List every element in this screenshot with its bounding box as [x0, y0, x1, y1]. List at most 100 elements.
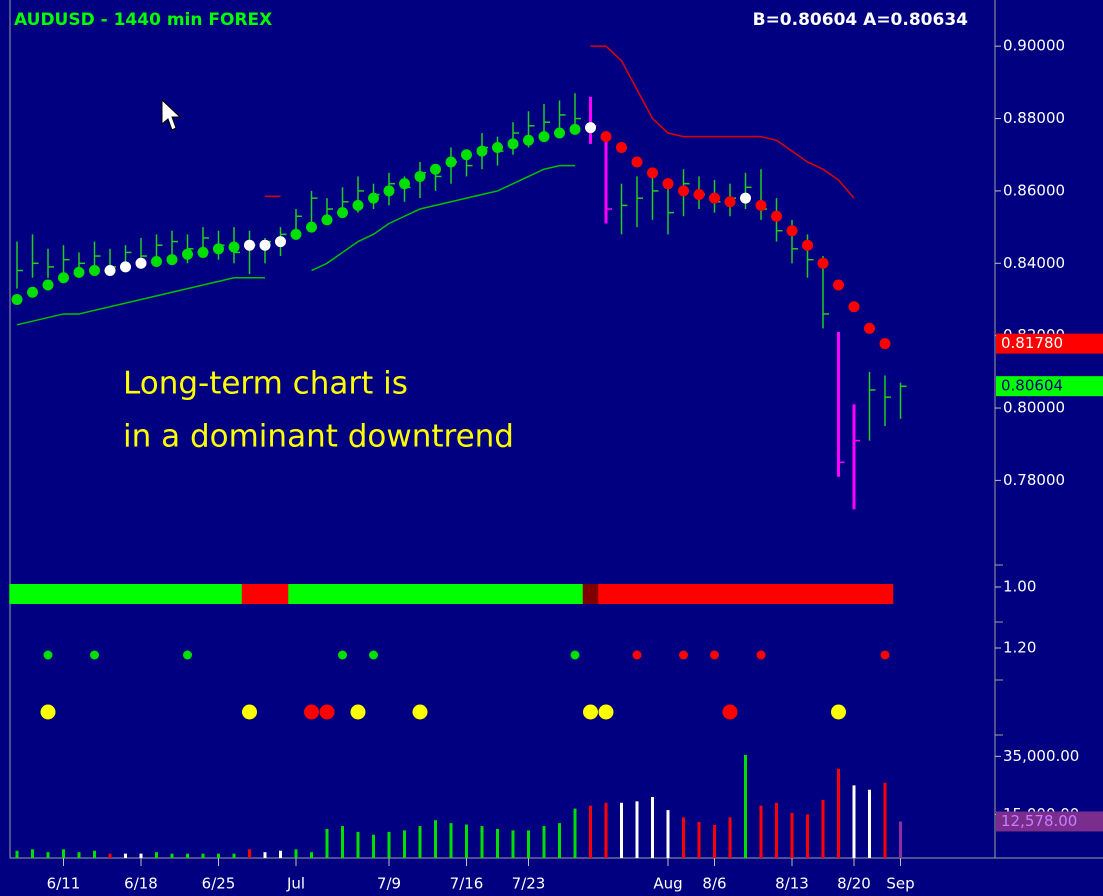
- volume-bar: [806, 814, 809, 858]
- signal-dot: [831, 704, 846, 720]
- trend-dot: [337, 207, 348, 219]
- volume-bar: [511, 830, 515, 858]
- volume-bar: [713, 824, 716, 858]
- x-tick-label: 7/16: [450, 875, 484, 893]
- trend-bar-segment: [474, 584, 491, 604]
- trend-bar-segment: [551, 584, 568, 604]
- trend-dot: [569, 123, 581, 135]
- trend-dot: [662, 178, 674, 190]
- volume-bar: [852, 785, 856, 858]
- trend-dot: [647, 167, 658, 179]
- trend-dot: [879, 338, 891, 350]
- trend-dot: [848, 301, 860, 313]
- volume-bar: [666, 810, 670, 858]
- trend-bar-segment: [24, 584, 41, 604]
- trend-bar-segment: [768, 584, 785, 604]
- volume-bar: [449, 823, 453, 858]
- trend-bar-segment: [582, 584, 599, 604]
- x-tick-label: 8/6: [702, 875, 726, 893]
- volume-bar: [217, 853, 220, 858]
- volume-bar: [62, 849, 65, 858]
- volume-bar: [15, 850, 19, 858]
- trend-dot: [755, 199, 767, 211]
- trend-dot: [275, 236, 286, 248]
- trend-bar-segment: [567, 584, 584, 604]
- volume-bar: [573, 808, 577, 858]
- volume-bar: [527, 830, 530, 858]
- volume-bar: [93, 850, 96, 858]
- trend-bar-segment: [319, 584, 336, 604]
- trend-dot: [445, 156, 457, 168]
- volume-bar: [372, 834, 375, 858]
- trend-bar-segment: [9, 584, 26, 604]
- volume-bar: [294, 849, 298, 858]
- volume-bar: [124, 853, 127, 858]
- trend-bar-segment: [505, 584, 522, 604]
- y-tick-label: 0.90000: [1003, 37, 1065, 55]
- trend-bar-segment: [877, 584, 894, 604]
- signal-dot: [632, 650, 642, 660]
- trend-bar-segment: [815, 584, 832, 604]
- trend-dot: [27, 286, 38, 298]
- volume-bar: [697, 821, 701, 858]
- signal-dot: [40, 704, 56, 720]
- volume-bar: [403, 830, 406, 858]
- price-label: 0.80604: [1001, 377, 1063, 395]
- trend-bar-segment: [443, 584, 460, 604]
- trend-bar-segment: [334, 584, 351, 604]
- y-tick-label: 0.86000: [1003, 181, 1065, 199]
- trend-dot: [802, 239, 813, 251]
- volume-bar: [759, 805, 763, 858]
- trend-bar-segment: [753, 584, 770, 604]
- trend-dot: [864, 322, 875, 334]
- volume-bar: [620, 802, 623, 858]
- trend-bar-segment: [427, 584, 444, 604]
- signal-dot: [319, 704, 335, 720]
- trend-bar-segment: [691, 584, 708, 604]
- trend-dot: [290, 228, 302, 240]
- volume-bar: [744, 754, 747, 858]
- y-tick-label: 35,000.00: [1003, 747, 1079, 765]
- trend-dot: [476, 145, 488, 157]
- volume-bar: [279, 850, 282, 858]
- trend-bar-segment: [784, 584, 801, 604]
- volume-bar: [542, 826, 546, 858]
- trend-dot: [631, 156, 643, 168]
- signal-dot: [598, 704, 614, 720]
- trend-dot: [461, 149, 472, 161]
- price-label-box: [996, 333, 1103, 354]
- volume-bar: [186, 853, 189, 858]
- trend-dot: [11, 293, 23, 305]
- trend-dot: [89, 265, 100, 277]
- x-tick-label: 6/25: [202, 875, 236, 893]
- panel-label: 1.00: [1003, 578, 1036, 596]
- trend-dot: [833, 279, 844, 291]
- signal-dot: [412, 704, 428, 720]
- volume-bar: [232, 853, 236, 858]
- signal-dot: [90, 650, 99, 660]
- x-tick-label: Aug: [653, 875, 682, 893]
- trend-bar-segment: [164, 584, 181, 604]
- trend-dot: [135, 257, 147, 269]
- volume-bar: [558, 823, 561, 858]
- trend-bar-segment: [133, 584, 150, 604]
- trend-bar-segment: [846, 584, 863, 604]
- trend-bar-segment: [350, 584, 367, 604]
- trend-bar-segment: [675, 584, 692, 604]
- chart-title: AUDUSD - 1440 min FOREX: [14, 10, 272, 30]
- volume-bar: [635, 801, 639, 858]
- trend-dot: [507, 138, 519, 150]
- y-tick-label: 0.80000: [1003, 399, 1065, 417]
- signal-dot: [304, 704, 319, 720]
- trend-bar-segment: [520, 584, 537, 604]
- volume-bar: [589, 805, 592, 858]
- x-tick-label: 6/18: [124, 875, 158, 893]
- volume-label: 12,578.00: [1001, 812, 1077, 830]
- volume-bar: [201, 853, 205, 858]
- stop-line: [16, 277, 265, 326]
- trend-dot: [693, 189, 705, 201]
- signal-dot: [710, 650, 719, 660]
- volume-bar: [496, 828, 499, 858]
